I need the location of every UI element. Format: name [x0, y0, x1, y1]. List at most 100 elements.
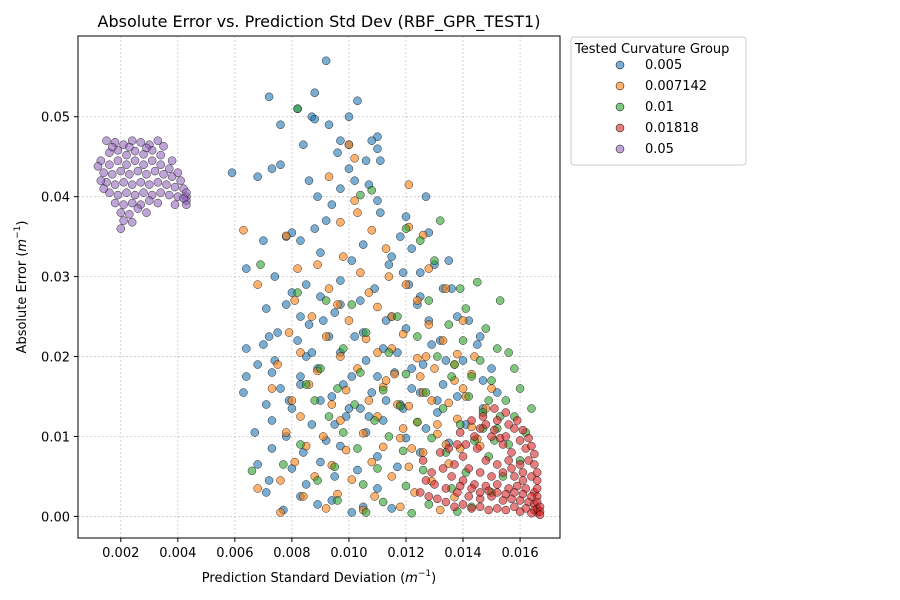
data-point — [515, 384, 525, 393]
legend-marker — [615, 123, 625, 133]
data-point — [293, 104, 302, 113]
data-point — [361, 156, 371, 165]
data-point — [290, 296, 300, 305]
data-point — [107, 142, 117, 152]
data-point — [261, 488, 271, 497]
data-point — [518, 476, 528, 485]
data-point — [464, 464, 473, 473]
data-point — [284, 328, 294, 337]
data-point — [150, 166, 160, 176]
data-point — [133, 166, 143, 176]
x-axis-unit-exponent: −1 — [418, 569, 431, 579]
data-point — [110, 198, 120, 208]
data-point — [167, 156, 177, 165]
data-point — [287, 396, 297, 405]
data-point — [438, 380, 448, 389]
data-point — [276, 160, 285, 169]
data-point — [125, 210, 134, 219]
data-point — [310, 88, 319, 98]
data-point — [358, 240, 368, 249]
data-point — [384, 260, 394, 269]
data-point — [299, 492, 308, 501]
data-point — [467, 372, 476, 381]
data-point — [116, 166, 126, 176]
data-point — [413, 296, 422, 305]
data-point — [424, 264, 434, 273]
data-point — [267, 368, 277, 377]
data-point — [147, 156, 157, 165]
data-point — [253, 484, 262, 493]
data-point — [239, 388, 248, 397]
data-point — [396, 433, 405, 443]
legend-marker — [615, 144, 625, 154]
x-tick-label: 0.002 — [102, 546, 139, 561]
data-point — [475, 356, 485, 365]
data-point — [501, 432, 511, 441]
data-point — [370, 416, 379, 425]
data-point — [481, 324, 491, 333]
plot-frame — [77, 35, 561, 539]
data-point — [510, 502, 519, 512]
data-point — [504, 420, 513, 429]
data-point — [413, 417, 422, 427]
data-point — [139, 188, 148, 197]
data-point — [455, 481, 465, 491]
data-point — [433, 352, 442, 361]
data-point — [501, 505, 511, 515]
data-point — [384, 348, 394, 357]
data-point — [367, 136, 377, 145]
data-point — [450, 502, 459, 512]
data-point — [418, 465, 428, 475]
data-point — [447, 472, 456, 481]
data-point — [453, 440, 462, 449]
data-point — [356, 268, 365, 277]
data-point — [484, 505, 493, 515]
data-point — [361, 328, 371, 337]
data-point — [487, 364, 496, 373]
x-tick-label: 0.016 — [501, 546, 538, 561]
data-point — [293, 264, 302, 273]
data-point — [99, 184, 108, 193]
data-point — [344, 316, 354, 325]
data-point — [515, 436, 525, 445]
data-point — [427, 433, 436, 443]
data-point — [458, 356, 468, 365]
data-point — [398, 329, 408, 339]
data-point — [336, 218, 345, 227]
data-point — [378, 442, 388, 452]
data-point — [507, 448, 516, 457]
data-point — [333, 148, 342, 157]
legend-label: 0.01 — [645, 100, 674, 115]
data-point — [510, 488, 519, 497]
data-points — [93, 56, 545, 520]
data-point — [473, 340, 482, 349]
data-point — [267, 444, 277, 453]
x-tick-label: 0.014 — [444, 546, 481, 561]
data-point — [421, 476, 431, 485]
y-tick-label: 0.03 — [41, 271, 70, 286]
data-point — [156, 150, 165, 160]
data-point — [353, 444, 362, 453]
data-point — [367, 388, 377, 397]
data-point — [344, 164, 354, 173]
data-point — [484, 396, 493, 405]
data-point — [435, 448, 445, 457]
y-axis-unit-exponent: −1 — [13, 226, 23, 239]
data-point — [319, 316, 328, 325]
data-point — [493, 416, 502, 425]
data-point — [279, 460, 288, 469]
data-point — [247, 466, 257, 476]
data-point — [267, 164, 277, 173]
data-point — [464, 392, 473, 401]
data-point — [415, 372, 425, 381]
data-point — [142, 208, 151, 217]
data-point — [242, 344, 251, 353]
data-point — [99, 168, 108, 177]
data-point — [316, 364, 325, 373]
legend-label: 0.01818 — [645, 121, 699, 136]
data-point — [424, 492, 434, 501]
data-point — [296, 440, 305, 449]
data-point — [327, 392, 337, 401]
legend-entries: 0.005 0.007142 0.01 0.01818 0.05 — [615, 58, 707, 157]
